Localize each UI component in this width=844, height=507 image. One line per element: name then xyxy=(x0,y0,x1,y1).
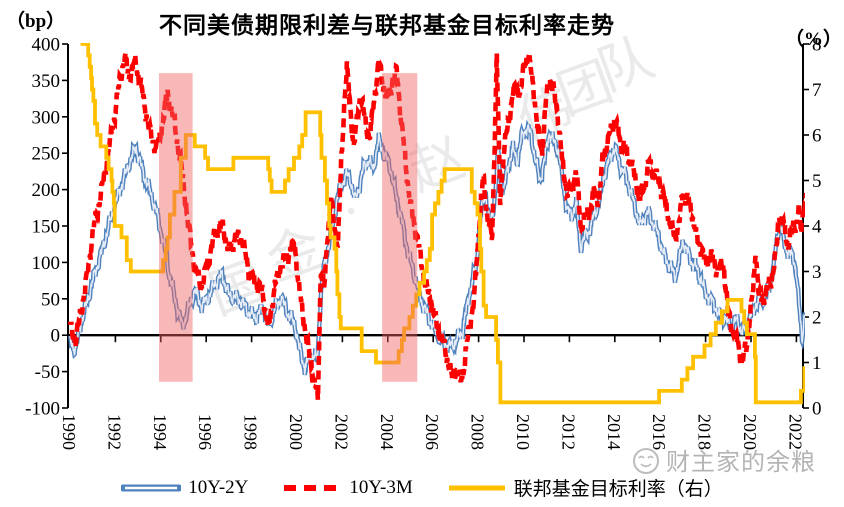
x-axis-year-label: 2020 xyxy=(740,414,760,450)
chart-title: 不同美债期限利差与联邦基金目标利率走势 xyxy=(159,13,615,38)
x-axis-year-label: 1992 xyxy=(104,414,124,450)
right-axis-tick-label: 5 xyxy=(812,171,822,192)
right-axis-tick-label: 2 xyxy=(812,308,822,329)
left-axis-tick-label: -50 xyxy=(35,362,60,383)
legend-line-sample-icon xyxy=(121,484,182,491)
rate-hike-highlight-band xyxy=(159,73,193,382)
right-axis-tick-label: 7 xyxy=(812,80,822,101)
legend-item-10y3m: 10Y-3M xyxy=(282,476,413,499)
legend-item-10y2y: 10Y-2Y xyxy=(121,477,248,499)
x-axis-year-label: 1990 xyxy=(59,414,79,450)
left-axis-tick-label: 250 xyxy=(32,144,61,165)
legend-label: 10Y-2Y xyxy=(188,476,249,498)
series-fed-funds-line xyxy=(80,43,805,405)
left-axis-tick-label: 150 xyxy=(32,217,61,238)
legend-line-sample-icon xyxy=(448,485,505,490)
x-axis-year-label: 2016 xyxy=(649,414,669,450)
x-axis-year-label: 2014 xyxy=(604,414,624,450)
right-axis-tick-label: 0 xyxy=(812,399,822,420)
left-axis-tick-label: 400 xyxy=(32,35,61,56)
right-axis-tick-label: 6 xyxy=(812,126,822,147)
left-axis-tick-label: 200 xyxy=(32,180,61,201)
right-axis-tick-label: 4 xyxy=(812,217,822,238)
legend-label: 联邦基金目标利率（右） xyxy=(513,479,723,500)
x-axis-year-label: 2002 xyxy=(331,414,351,450)
x-axis-year-label: 2008 xyxy=(468,414,488,450)
left-axis-unit: （bp） xyxy=(6,11,66,32)
x-axis-year-label: 1994 xyxy=(150,414,170,450)
x-axis-year-label: 2012 xyxy=(558,414,578,450)
x-axis-year-label: 2000 xyxy=(286,414,306,450)
legend-label: 10Y-3M xyxy=(349,476,413,498)
left-axis-tick-label: 100 xyxy=(32,253,61,274)
right-axis-tick-label: 8 xyxy=(812,35,822,56)
right-axis-tick-label: 3 xyxy=(812,262,822,283)
series-10y3m-line xyxy=(68,51,805,400)
left-axis-tick-label: 50 xyxy=(41,289,60,310)
axes: 400 350 300 250 200 150 100 50 0 -50 -100 8 7 6 5 4 3 2 1 0… xyxy=(25,35,822,451)
legend-line-sample-icon xyxy=(284,484,341,491)
legend-item-: 联邦基金目标利率（右） xyxy=(447,474,723,501)
right-axis-unit: （%） xyxy=(784,29,842,50)
x-axis-year-label: 2022 xyxy=(785,414,805,450)
x-axis-year-label: 1996 xyxy=(195,414,215,450)
left-axis-tick-label: 300 xyxy=(32,107,61,128)
left-axis-tick-label: 0 xyxy=(51,326,61,347)
x-axis-year-label: 2004 xyxy=(377,414,397,450)
right-axis-tick-label: 1 xyxy=(812,353,822,374)
x-axis-year-label: 1998 xyxy=(241,414,261,450)
left-axis-tick-label: -100 xyxy=(25,399,60,420)
x-axis-year-label: 2010 xyxy=(513,414,533,450)
rate-hike-highlight-band xyxy=(382,73,418,382)
x-axis-year-label: 2018 xyxy=(695,414,715,450)
chart-legend: 10Y-2Y 10Y-3M 联邦基金目标利率（右） xyxy=(50,474,794,501)
left-axis-tick-label: 350 xyxy=(32,71,61,92)
x-axis-year-label: 2006 xyxy=(422,414,442,450)
